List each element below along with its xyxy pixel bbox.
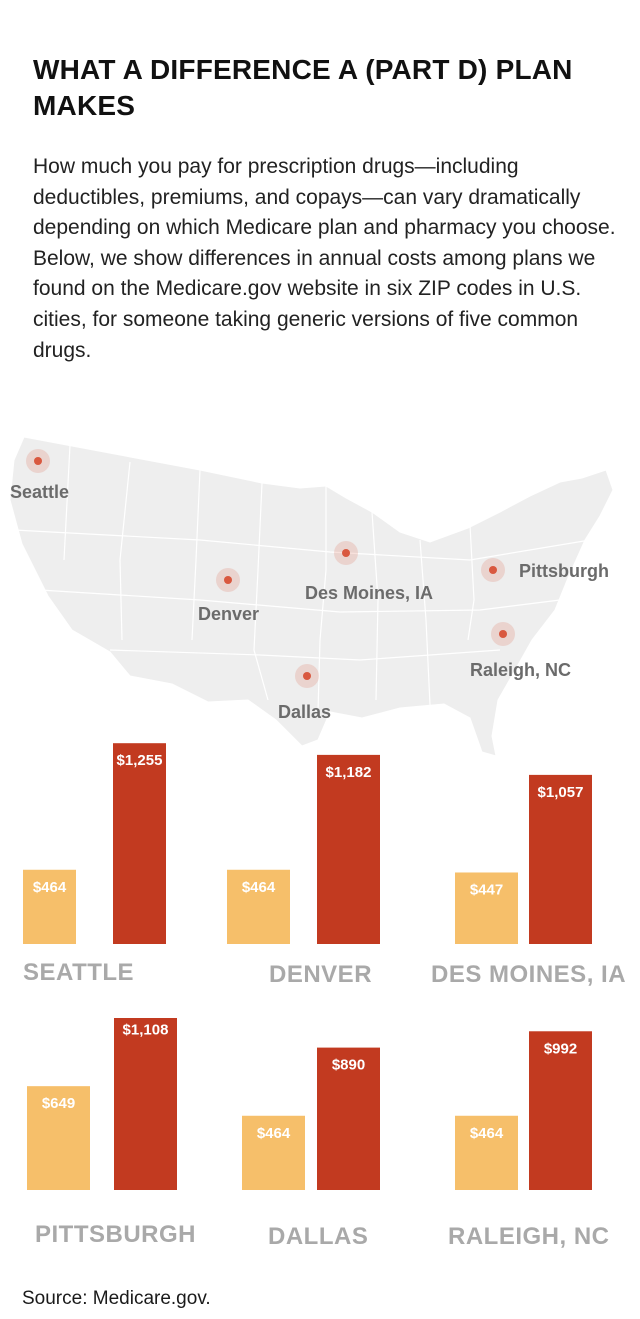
city-label-denver: Denver	[198, 604, 259, 624]
pittsburgh-chart-title: PITTSBURGH	[35, 1221, 196, 1248]
raleigh-nc-value-label-high: $992	[544, 1040, 577, 1057]
raleigh-nc-bar-high	[529, 1031, 592, 1190]
us-map: Seattle Denver Des Moines, IA Pittsburgh…	[9, 436, 614, 757]
chart-seattle: $464 $1,255 SEATTLE	[23, 743, 166, 986]
des-moines-ia-chart-title: DES MOINES, IA	[431, 961, 626, 988]
raleigh-nc-bar-low	[455, 1115, 518, 1190]
marker-des-moines	[334, 541, 358, 565]
marker-seattle	[26, 449, 50, 473]
denver-chart-title: DENVER	[269, 961, 372, 988]
page-title: WHAT A DIFFERENCE A (PART D) PLAN MAKES	[33, 54, 573, 121]
marker-dallas	[295, 664, 319, 688]
chart-raleigh: $464 $992 RALEIGH, NC	[448, 1031, 610, 1250]
state-borders	[13, 444, 591, 713]
marker-denver	[216, 568, 240, 592]
chart-pittsburgh: $649 $1,108 PITTSBURGH	[27, 1018, 196, 1248]
denver-value-label-low: $464	[242, 879, 276, 896]
dallas-bar-high	[317, 1047, 380, 1190]
seattle-value-label-high: $1,255	[117, 752, 163, 769]
des-moines-ia-value-label-high: $1,057	[538, 784, 584, 801]
seattle-bar-low	[23, 869, 76, 944]
seattle-value-label-low: $464	[33, 879, 67, 896]
source-note: Source: Medicare.gov.	[22, 1288, 211, 1309]
city-label-raleigh: Raleigh, NC	[470, 660, 571, 680]
pittsburgh-bar-high	[114, 1018, 177, 1190]
dallas-value-label-high: $890	[332, 1057, 365, 1074]
seattle-bar-high	[113, 743, 166, 944]
seattle-chart-title: SEATTLE	[23, 959, 134, 986]
city-label-des-moines: Des Moines, IA	[305, 583, 433, 603]
chart-des-moines: $447 $1,057 DES MOINES, IA	[431, 774, 626, 988]
des-moines-ia-bar-high	[529, 774, 592, 944]
dallas-bar-low	[242, 1115, 305, 1190]
raleigh-nc-chart-title: RALEIGH, NC	[448, 1223, 610, 1250]
city-label-dallas: Dallas	[278, 702, 331, 722]
pittsburgh-value-label-high: $1,108	[123, 1022, 169, 1039]
denver-bar-low	[227, 869, 290, 944]
denver-bar-high	[317, 754, 380, 944]
des-moines-ia-value-label-low: $447	[470, 881, 503, 898]
chart-denver: $464 $1,182 DENVER	[227, 754, 380, 988]
city-markers	[26, 449, 515, 688]
marker-raleigh	[491, 622, 515, 646]
marker-pittsburgh	[481, 558, 505, 582]
pittsburgh-value-label-low: $649	[42, 1095, 75, 1112]
pittsburgh-bar-low	[27, 1086, 90, 1190]
dallas-value-label-low: $464	[257, 1125, 291, 1142]
des-moines-ia-bar-low	[455, 872, 518, 944]
us-map-outline	[9, 436, 614, 757]
intro-text: How much you pay for prescription drugs—…	[33, 155, 616, 362]
raleigh-nc-value-label-low: $464	[470, 1125, 504, 1142]
dallas-chart-title: DALLAS	[268, 1223, 368, 1250]
chart-dallas: $464 $890 DALLAS	[242, 1047, 380, 1250]
city-label-seattle: Seattle	[10, 482, 69, 502]
city-label-pittsburgh: Pittsburgh	[519, 561, 609, 581]
denver-value-label-high: $1,182	[326, 764, 372, 781]
